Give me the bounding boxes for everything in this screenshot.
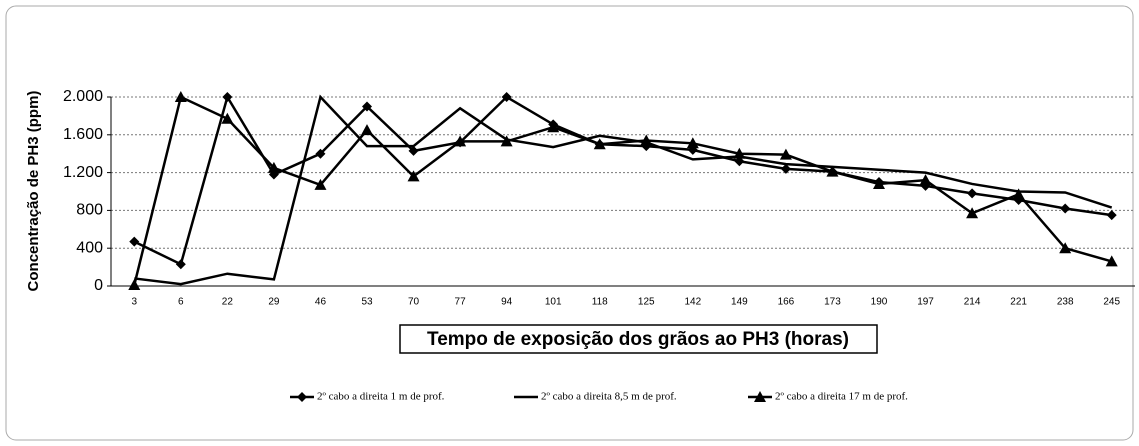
x-tick-label: 94 bbox=[501, 297, 513, 308]
x-tick-label: 46 bbox=[315, 297, 327, 308]
marker bbox=[315, 148, 326, 159]
x-axis-label: Tempo de exposição dos grãos ao PH3 (hor… bbox=[427, 329, 849, 350]
marker bbox=[1060, 203, 1071, 214]
marker bbox=[297, 392, 307, 402]
x-tick-label: 125 bbox=[638, 297, 655, 308]
x-tick-label: 3 bbox=[131, 297, 137, 308]
marker bbox=[362, 101, 372, 112]
x-tick-label: 214 bbox=[964, 297, 981, 308]
marker bbox=[686, 137, 699, 149]
x-tick-label: 190 bbox=[871, 297, 888, 308]
marker bbox=[1105, 255, 1118, 267]
series-line bbox=[134, 94, 1113, 286]
x-tick-label: 29 bbox=[268, 297, 280, 308]
x-label-box bbox=[399, 324, 878, 354]
marker bbox=[222, 92, 233, 102]
marker bbox=[129, 236, 140, 247]
x-tick-label: 22 bbox=[222, 297, 234, 308]
marker bbox=[221, 112, 234, 124]
y-tick-label: 2.000 bbox=[63, 88, 103, 105]
marker bbox=[267, 161, 280, 173]
marker bbox=[1012, 188, 1025, 200]
marker bbox=[1106, 210, 1117, 221]
x-tick-label: 173 bbox=[824, 297, 841, 308]
frame bbox=[5, 5, 1134, 441]
x-tick-label: 101 bbox=[545, 297, 562, 308]
x-tick-label: 238 bbox=[1057, 297, 1074, 308]
marker bbox=[1059, 242, 1072, 254]
y-tick-label: 400 bbox=[76, 239, 103, 256]
x-tick-label: 70 bbox=[408, 297, 420, 308]
x-tick-label: 6 bbox=[178, 297, 184, 308]
marker bbox=[966, 207, 979, 219]
marker bbox=[174, 91, 187, 102]
x-tick-label: 118 bbox=[592, 297, 608, 308]
y-tick-label: 0 bbox=[94, 277, 103, 294]
marker bbox=[314, 178, 327, 190]
marker bbox=[780, 163, 791, 174]
x-tick-label: 166 bbox=[778, 297, 795, 308]
legend-label: 2º cabo a direita 8,5 m de prof. bbox=[541, 391, 677, 403]
marker bbox=[128, 279, 141, 291]
marker bbox=[640, 134, 653, 146]
x-tick-label: 197 bbox=[917, 297, 934, 308]
marker bbox=[361, 124, 373, 136]
x-tick-label: 245 bbox=[1103, 297, 1120, 308]
marker bbox=[547, 121, 560, 133]
legend-label: 2º cabo a direita 17 m de prof. bbox=[775, 391, 908, 403]
y-axis-label: Concentração de PH3 (ppm) bbox=[25, 91, 42, 292]
marker bbox=[454, 135, 467, 147]
series-line bbox=[133, 95, 1113, 286]
marker bbox=[873, 177, 885, 189]
y-tick-label: 1.200 bbox=[63, 164, 103, 181]
marker bbox=[500, 135, 513, 147]
marker bbox=[733, 147, 746, 159]
y-tick-label: 1.600 bbox=[63, 126, 103, 143]
marker bbox=[734, 156, 745, 167]
marker bbox=[408, 145, 419, 156]
x-tick-label: 221 bbox=[1010, 297, 1027, 308]
marker bbox=[919, 174, 932, 186]
series-line bbox=[133, 93, 1112, 267]
marker bbox=[501, 92, 512, 102]
marker bbox=[779, 148, 792, 160]
marker bbox=[175, 259, 186, 270]
marker bbox=[967, 188, 978, 199]
marker bbox=[593, 138, 606, 150]
marker bbox=[826, 165, 839, 177]
x-tick-label: 53 bbox=[361, 297, 373, 308]
x-tick-label: 77 bbox=[455, 297, 467, 308]
marker bbox=[407, 170, 420, 182]
x-tick-label: 149 bbox=[731, 297, 748, 308]
x-tick-label: 142 bbox=[684, 297, 701, 308]
y-tick-label: 800 bbox=[76, 202, 103, 219]
legend-label: 2º cabo a direita 1 m de prof. bbox=[317, 391, 445, 403]
marker bbox=[754, 391, 766, 402]
